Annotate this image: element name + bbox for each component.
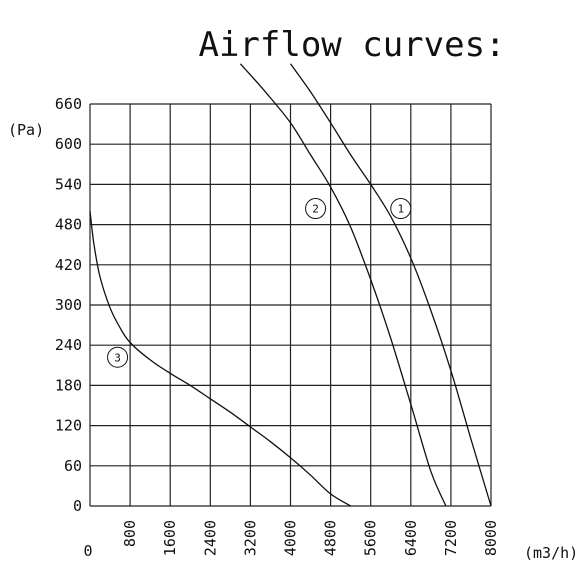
chart-grid (89, 103, 492, 507)
x-tick-label: 5600 (362, 520, 380, 556)
series-line-2 (239, 63, 447, 507)
y-axis-ticks: 0 60 120 180 240 300 420 480 540 600 660 (55, 95, 82, 515)
x-axis-ticks: 0 800 1600 2400 3200 4000 4800 5600 6400 7200 8000 (83, 520, 500, 560)
x-tick-label: 4800 (322, 520, 340, 556)
y-axis-unit: (Pa) (8, 121, 44, 139)
y-tick-label: 300 (55, 296, 82, 314)
series-line-3 (89, 211, 352, 507)
y-tick-label: 180 (55, 376, 82, 394)
y-tick-label: 240 (55, 336, 82, 354)
series-label-circle (390, 198, 412, 220)
series-label-2: 2 (305, 198, 327, 220)
chart-title: Airflow curves: (198, 25, 505, 65)
series-label-3: 3 (107, 346, 129, 368)
y-tick-label: 0 (73, 497, 82, 515)
series-label-1: 1 (390, 198, 412, 220)
x-tick-label: 1600 (161, 520, 179, 556)
series-labels: 1 2 3 (107, 198, 412, 368)
x-tick-label: 4000 (282, 520, 300, 556)
y-tick-label: 120 (55, 417, 82, 435)
y-tick-label: 60 (64, 457, 82, 475)
series-line-1 (289, 63, 492, 507)
series-label-text: 2 (312, 203, 319, 216)
x-axis-unit: (m3/h) (524, 544, 578, 562)
x-tick-label: 3200 (241, 520, 259, 556)
series-label-circle (305, 198, 327, 220)
series-label-circle (107, 346, 129, 368)
y-tick-label: 540 (55, 175, 82, 193)
series-label-text: 1 (397, 203, 404, 216)
x-tick-label: 2400 (201, 520, 219, 556)
chart-series (89, 63, 492, 507)
y-tick-label: 660 (55, 95, 82, 113)
series-label-text: 3 (114, 351, 121, 364)
x-tick-label: 6400 (402, 520, 420, 556)
x-tick-label: 800 (121, 520, 139, 547)
x-tick-label: 0 (83, 542, 92, 560)
x-tick-label: 8000 (482, 520, 500, 556)
y-tick-label: 600 (55, 135, 82, 153)
x-tick-label: 7200 (442, 520, 460, 556)
y-tick-label: 420 (55, 256, 82, 274)
y-tick-label: 480 (55, 216, 82, 234)
